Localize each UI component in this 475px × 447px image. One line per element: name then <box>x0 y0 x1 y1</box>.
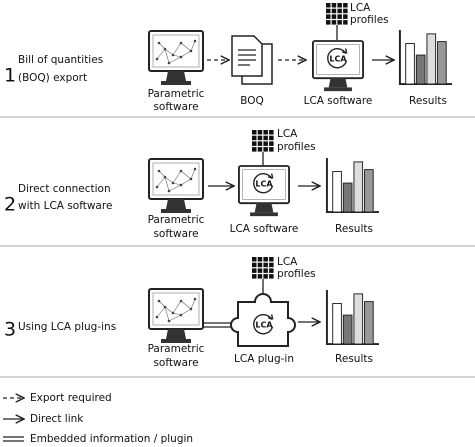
node-label: Parametric <box>148 214 205 226</box>
document-icon <box>231 35 273 85</box>
row-label: with LCA software <box>18 200 112 212</box>
node-label: LCA software <box>230 223 299 235</box>
legend-label: Export required <box>30 392 112 404</box>
profiles-label: profiles <box>350 14 389 26</box>
results-icon <box>398 29 453 86</box>
row-label: Using LCA plug-ins <box>18 321 116 333</box>
node-label: Parametric <box>148 88 205 100</box>
node-label: LCA plug-in <box>234 353 294 365</box>
row-label: Direct connection <box>18 183 111 195</box>
node-label: Parametric <box>148 343 205 355</box>
profiles-icon <box>326 3 348 25</box>
profiles-icon <box>252 257 274 279</box>
legend-symbol <box>3 436 24 442</box>
node-label: software <box>153 357 198 369</box>
profiles-label: LCA <box>277 256 298 268</box>
legend-label: Embedded information / plugin <box>30 433 193 445</box>
row-2: 2 Direct connection with LCA software Pa… <box>4 128 380 240</box>
profiles-label: LCA <box>277 128 298 140</box>
row-3: 3 Using LCA plug-ins Parametric software… <box>4 256 380 369</box>
row-number: 1 <box>4 65 16 87</box>
node-label: Results <box>335 223 373 235</box>
profiles-label: profiles <box>277 268 316 280</box>
node-label: software <box>153 101 198 113</box>
icon-text: LCA <box>329 55 347 64</box>
results-icon <box>325 289 380 346</box>
profiles-label: profiles <box>277 141 316 153</box>
node-label: Results <box>409 95 447 107</box>
node-label: Results <box>335 353 373 365</box>
node-label: LCA software <box>304 95 373 107</box>
plugin-icon <box>230 293 296 347</box>
icon-text: LCA <box>255 321 273 330</box>
results-icon <box>325 157 380 214</box>
row-label: (BOQ) export <box>18 72 87 84</box>
row-number: 3 <box>4 319 16 341</box>
icon-text: LCA <box>255 180 273 189</box>
profiles-label: LCA <box>350 2 371 14</box>
legend-label: Direct link <box>30 413 84 425</box>
legend: Export required Direct link Embedded inf… <box>3 392 193 445</box>
row-1: 1 Bill of quantities (BOQ) export Parame… <box>4 2 453 113</box>
node-label: software <box>153 228 198 240</box>
node-label: BOQ <box>240 95 264 107</box>
row-number: 2 <box>4 194 16 216</box>
profiles-icon <box>252 130 274 152</box>
row-label: Bill of quantities <box>18 54 103 66</box>
